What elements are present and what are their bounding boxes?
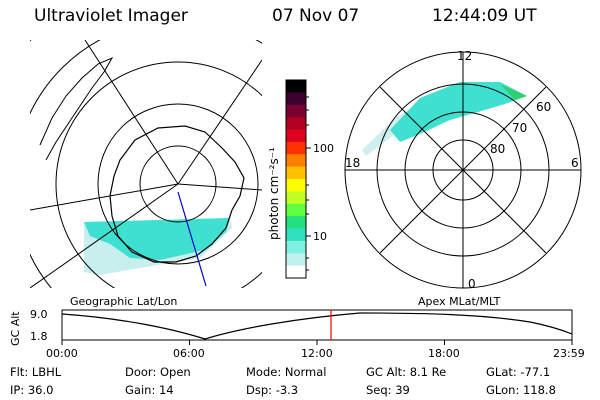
colorbar-segment	[286, 191, 306, 205]
status-gc-alt: GC Alt: 8.1 Re	[366, 365, 447, 379]
status-glon: GLon: 118.8	[486, 383, 556, 397]
colorbar-segment	[286, 166, 306, 180]
magnetic-polar-plot	[344, 51, 582, 289]
colorbar-segment	[286, 203, 306, 217]
aurora-bright-region	[84, 218, 230, 260]
colorbar-segment	[286, 216, 306, 230]
right-map-caption: Apex MLat/MLT	[418, 295, 501, 308]
mlt-label-top: 12	[457, 49, 472, 63]
time-tick-0000: 00:00	[46, 347, 78, 360]
status-gain: Gain: 14	[125, 383, 174, 397]
status-door: Door: Open	[125, 365, 191, 379]
colorbar-segment	[286, 154, 306, 168]
mlat-label-60: 60	[536, 100, 551, 114]
instrument-title: Ultraviolet Imager	[34, 6, 188, 26]
colorbar-segment	[286, 179, 306, 192]
time-tick-1200: 12:00	[301, 347, 333, 360]
left-map-caption: Geographic Lat/Lon	[70, 295, 178, 308]
alt-y-label: GC Alt	[9, 311, 22, 346]
status-seq: Seq: 39	[366, 383, 410, 397]
antarctica-coastline	[109, 125, 245, 263]
colorbar-segment	[286, 228, 306, 242]
status-dsp: Dsp: -3.3	[246, 383, 299, 397]
aurora-oval-edge	[500, 84, 527, 100]
mlt-label-right: 6	[571, 156, 579, 170]
date-label: 07 Nov 07	[272, 6, 360, 26]
status-ip: IP: 36.0	[10, 383, 54, 397]
colorbar-unit-label: photon cm⁻²s⁻¹	[267, 147, 281, 240]
alt-tick-9: 9.0	[30, 308, 48, 321]
colorbar-segment	[286, 104, 306, 118]
status-glat: GLat: -77.1	[486, 365, 551, 379]
altitude-plot	[61, 309, 573, 345]
mlt-label-bottom: 0	[468, 277, 476, 291]
colorbar-segment	[286, 141, 306, 155]
colorbar-tick-10: 10	[313, 230, 327, 243]
spacecraft-meridian	[177, 191, 207, 287]
time-tick-2359: 23:59	[553, 347, 585, 360]
colorbar	[286, 80, 306, 279]
status-filter: Flt: LBHL	[10, 365, 62, 379]
time-tick-1800: 18:00	[428, 347, 460, 360]
time-label: 12:44:09 UT	[432, 6, 537, 26]
mlt-label-left: 18	[345, 156, 360, 170]
colorbar-segment	[286, 117, 306, 131]
aurora-oval-faded	[362, 92, 470, 156]
colorbar-segment	[286, 80, 306, 93]
time-tick-0600: 06:00	[173, 347, 205, 360]
colorbar-segment	[286, 265, 306, 279]
colorbar-segment	[286, 92, 306, 106]
latitude-circles	[30, 40, 262, 288]
colorbar-segment	[286, 129, 306, 143]
colorbar-ticks	[306, 96, 311, 271]
mlat-label-70: 70	[512, 121, 527, 135]
time-ticks	[61, 340, 573, 345]
status-mode: Mode: Normal	[246, 365, 327, 379]
mlat-label-80: 80	[490, 142, 505, 156]
colorbar-segment	[286, 240, 306, 254]
south-america-coastline	[39, 56, 114, 161]
colorbar-tick-100: 100	[313, 142, 334, 155]
meridian-lines	[30, 40, 262, 288]
alt-tick-1.8: 1.8	[30, 330, 48, 343]
colorbar-segment	[286, 253, 306, 267]
altitude-curve	[61, 312, 573, 340]
geographic-map	[30, 40, 262, 288]
